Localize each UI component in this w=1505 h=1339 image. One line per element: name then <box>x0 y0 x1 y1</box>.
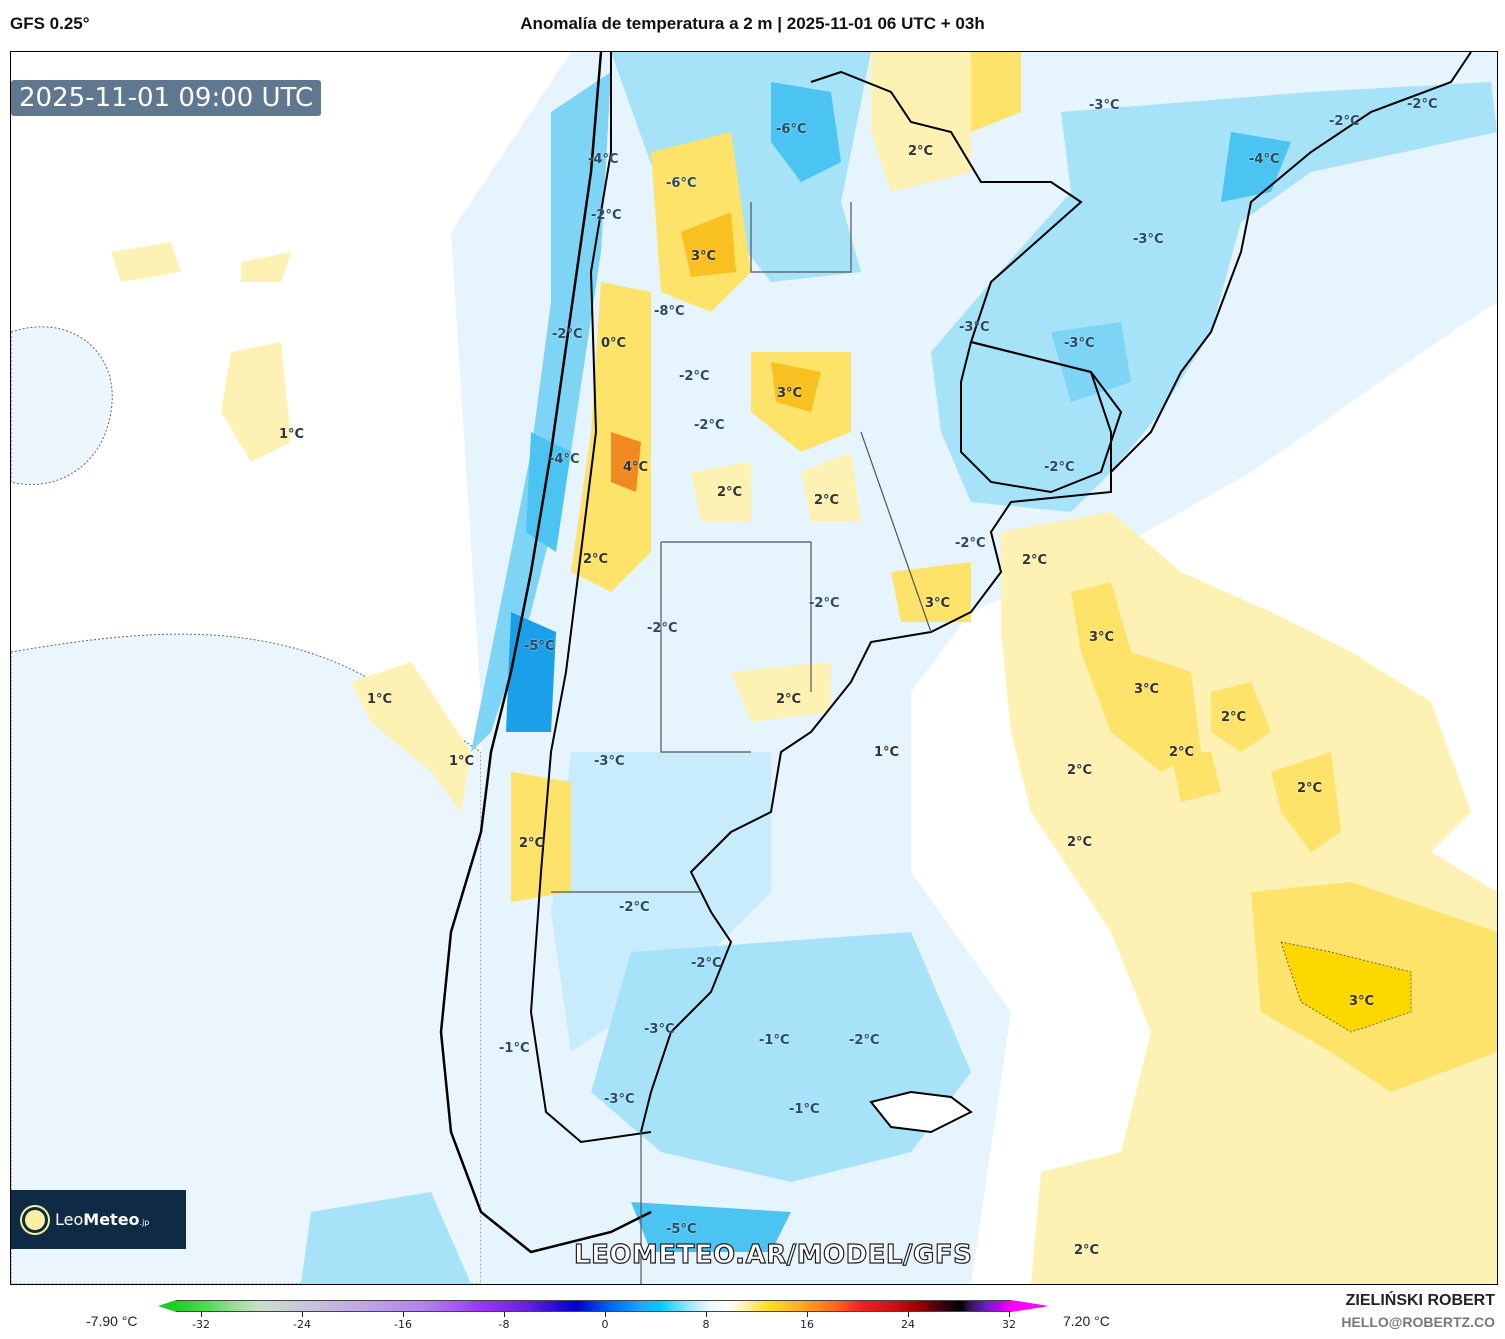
contour-label: -6°C <box>776 122 807 137</box>
author-email[interactable]: HELLO@ROBERTZ.CO <box>1341 1314 1495 1330</box>
valid-time-badge: 2025-11-01 09:00 UTC <box>11 80 322 116</box>
contour-label: 0°C <box>601 336 627 351</box>
logo-text: LeoMeteo.jp <box>55 1210 150 1229</box>
contour-label: -3°C <box>1133 232 1164 247</box>
contour-label: -2°C <box>619 900 650 915</box>
contour-label: -2°C <box>679 369 710 384</box>
contour-label: -1°C <box>789 1102 820 1117</box>
author-name: ZIELIŃSKI ROBERT <box>1345 1292 1495 1309</box>
contour-label: 2°C <box>1169 745 1195 760</box>
contour-label: -6°C <box>666 176 697 191</box>
contour-label: 2°C <box>1067 835 1093 850</box>
contour-label: 2°C <box>1221 710 1247 725</box>
contour-label: 3°C <box>925 596 951 611</box>
contour-label: 2°C <box>776 692 802 707</box>
colorbar-tick-label: 16 <box>800 1318 814 1331</box>
colorbar-tick-mark <box>706 1312 707 1317</box>
contour-label: -2°C <box>591 208 622 223</box>
contour-label: -4°C <box>1249 152 1280 167</box>
colorbar-min-label: -7.90 °C <box>86 1313 138 1329</box>
watermark-url: LEOMETEO.AR/MODEL/GFS <box>573 1239 973 1270</box>
map-title: Anomalía de temperatura a 2 m | 2025-11-… <box>520 14 985 33</box>
contour-label: -2°C <box>849 1033 880 1048</box>
contour-label: -2°C <box>955 536 986 551</box>
contour-label: -1°C <box>499 1041 530 1056</box>
colorbar-tick-mark <box>1009 1312 1010 1317</box>
colorbar-tick-label: 32 <box>1002 1318 1016 1331</box>
sun-icon <box>25 1209 45 1230</box>
contour-label: 3°C <box>691 249 717 264</box>
colorbar-right-arrow <box>1011 1300 1049 1312</box>
colorbar <box>158 1300 1049 1312</box>
colorbar-tick-mark <box>807 1312 808 1317</box>
contour-label: 2°C <box>1067 763 1093 778</box>
contour-label: 1°C <box>874 745 900 760</box>
map-panel[interactable]: 2025-11-01 09:00 UTC -6°C -4°C -6°C -2°C 3°C… <box>10 51 1498 1285</box>
colorbar-tick-mark <box>201 1312 202 1317</box>
contour-label: 1°C <box>279 427 305 442</box>
contour-label: -3°C <box>644 1022 675 1037</box>
contour-label: -8°C <box>654 304 685 319</box>
contour-label: -5°C <box>524 639 555 654</box>
colorbar-left-arrow <box>158 1300 176 1312</box>
contour-label: -4°C <box>588 152 619 167</box>
contour-label: -2°C <box>694 418 725 433</box>
colorbar-max-label: 7.20 °C <box>1063 1313 1110 1329</box>
contour-label: -2°C <box>1407 97 1438 112</box>
contour-label: -2°C <box>552 327 583 342</box>
colorbar-tick-label: 8 <box>702 1318 710 1331</box>
contour-label: 2°C <box>814 493 840 508</box>
colorbar-tick-label: 24 <box>901 1318 915 1331</box>
contour-label: -3°C <box>959 320 990 335</box>
contour-label: -3°C <box>1089 98 1120 113</box>
contour-label: -2°C <box>809 596 840 611</box>
colorbar-tick-mark <box>908 1312 909 1317</box>
contour-label: 2°C <box>717 485 743 500</box>
colorbar-tick-mark <box>403 1312 404 1317</box>
contour-label: 3°C <box>1089 630 1115 645</box>
colorbar-tick-mark <box>302 1312 303 1317</box>
contour-label: -1°C <box>759 1033 790 1048</box>
anomaly-map-graphic <box>11 52 1497 1284</box>
colorbar-tick-mark <box>504 1312 505 1317</box>
contour-label: 2°C <box>519 836 545 851</box>
contour-label: 2°C <box>908 144 934 159</box>
contour-label: -2°C <box>1329 114 1360 129</box>
contour-label: -5°C <box>666 1222 697 1237</box>
contour-label: -2°C <box>1044 460 1075 475</box>
contour-label: -3°C <box>1064 336 1095 351</box>
colorbar-tick-label: -32 <box>192 1318 210 1331</box>
contour-label: 2°C <box>1297 781 1323 796</box>
model-label: GFS 0.25° <box>10 14 90 33</box>
leometeo-logo[interactable]: LeoMeteo.jp <box>11 1190 186 1249</box>
contour-label: 4°C <box>623 460 649 475</box>
colorbar-tick-label: 0 <box>601 1318 609 1331</box>
contour-label: 2°C <box>1022 553 1048 568</box>
contour-label: 1°C <box>367 692 393 707</box>
contour-label: -4°C <box>549 452 580 467</box>
contour-label: -3°C <box>604 1092 635 1107</box>
colorbar-gradient <box>176 1300 1011 1312</box>
contour-label: -2°C <box>647 621 678 636</box>
contour-label: -3°C <box>594 754 625 769</box>
contour-label: 2°C <box>1074 1243 1100 1258</box>
colorbar-tick-label: -8 <box>498 1318 510 1331</box>
contour-label: 3°C <box>1134 682 1160 697</box>
contour-label: 3°C <box>777 386 803 401</box>
contour-label: -2°C <box>691 956 722 971</box>
colorbar-tick-mark <box>605 1312 606 1317</box>
colorbar-tick-label: -16 <box>394 1318 412 1331</box>
contour-label: 2°C <box>583 552 609 567</box>
contour-label: 1°C <box>449 754 475 769</box>
colorbar-tick-label: -24 <box>293 1318 311 1331</box>
contour-label: 3°C <box>1349 994 1375 1009</box>
